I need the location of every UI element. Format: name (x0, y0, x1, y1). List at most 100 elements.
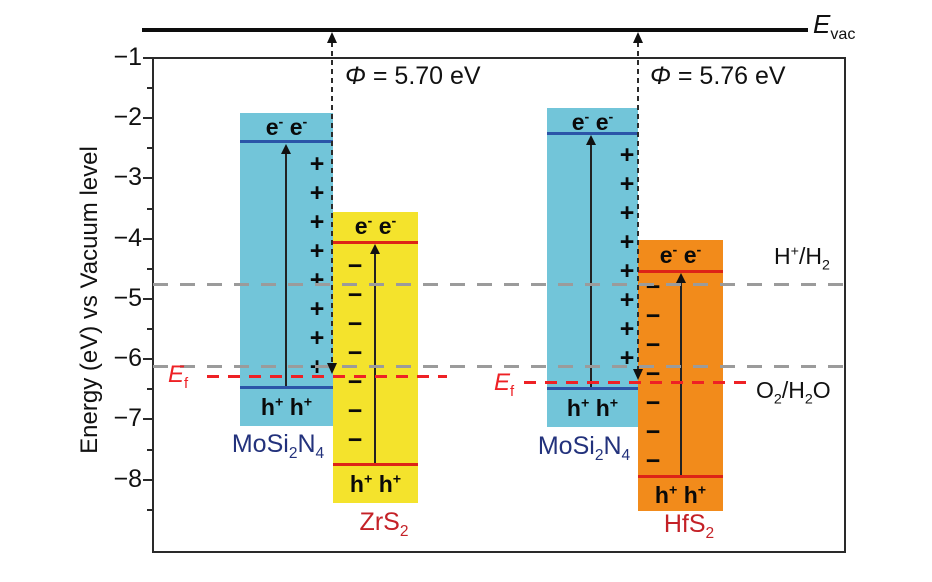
y-tick-label: −8 (113, 465, 142, 493)
h-symbol: h (654, 482, 669, 508)
mat-p1: ZrS (359, 508, 400, 536)
charge-symbol: − (645, 389, 661, 417)
y-tick (143, 117, 152, 119)
material-label-zrs2: ZrS2 (340, 508, 428, 541)
e-symbol: e (659, 242, 673, 268)
h2-sub: 2 (821, 257, 830, 274)
minus-sup: - (367, 213, 373, 230)
minus-sup: - (672, 242, 678, 259)
h2-redox-label: H+/H2 (774, 243, 830, 274)
mat-p1: MoSi (537, 432, 595, 460)
cbm-line-mosi2n4-right (547, 132, 638, 135)
arrow-down-icon (327, 363, 337, 374)
hole-label: h+ h+ (638, 482, 723, 509)
o2-redox-label: O2/H2O (756, 377, 831, 408)
h-symbol: h (289, 394, 304, 420)
charge-symbol: + (309, 324, 325, 352)
charge-symbol: − (645, 447, 661, 475)
transition-arrow-line (285, 150, 287, 386)
plus-sup: + (668, 482, 678, 499)
mat-sub2: 4 (621, 447, 631, 464)
charge-symbol: + (309, 237, 325, 265)
h-symbol: h (683, 482, 698, 508)
vbm-line-zrs2 (333, 463, 418, 466)
material-label-mosi2n4-left: MoSi2N4 (210, 430, 346, 463)
h-symbol: h (595, 395, 610, 421)
cbm-line-zrs2 (333, 241, 418, 244)
fermi-line-right (524, 381, 748, 384)
charge-symbol: − (347, 281, 363, 309)
mat-sub1: 2 (399, 523, 409, 540)
h-symbol: h (260, 394, 275, 420)
ef-subscript: f (184, 375, 189, 392)
o2-redox-line (153, 365, 846, 368)
charge-symbol: − (645, 331, 661, 359)
plus-sup: + (697, 482, 707, 499)
y-minor-tick (147, 87, 152, 89)
mat-sub1: 2 (594, 447, 604, 464)
hole-label: h+ h+ (333, 471, 418, 498)
plus-sup: + (363, 471, 373, 488)
mat-p2: N (297, 430, 316, 458)
arrow-up-icon (327, 32, 337, 43)
phi-symbol: Φ (345, 62, 366, 90)
h-symbol: h (349, 471, 364, 497)
transition-arrow-line (680, 279, 682, 475)
e-symbol: e (354, 213, 368, 239)
y-tick-label: −7 (113, 404, 142, 432)
ef-symbol: E (168, 361, 185, 388)
electron-label: e- e- (638, 242, 723, 269)
evac-subscript: vac (830, 25, 856, 44)
o2-p3: O (812, 377, 831, 403)
o2-p2: /H (781, 377, 805, 403)
charge-symbol: − (645, 302, 661, 330)
charge-symbol: + (309, 179, 325, 207)
h2-p2: /H (798, 243, 822, 269)
hole-label: h+ h+ (240, 394, 333, 421)
y-tick-label: −2 (113, 103, 142, 131)
transition-arrowhead-icon (370, 244, 380, 254)
minus-sup: - (584, 109, 590, 126)
phi-value: = 5.76 eV (670, 62, 786, 90)
phi-symbol: Φ (650, 62, 671, 90)
interface-minus-column-left: − − − − − − − (343, 252, 367, 455)
fermi-label-left: Ef (168, 361, 188, 392)
plus-sup: + (274, 394, 284, 411)
vacuum-level-label: Evac (813, 9, 855, 44)
vacuum-level-line (142, 28, 808, 32)
phi-value: = 5.70 eV (365, 62, 481, 90)
cbm-line-hfs2 (638, 270, 723, 273)
vbm-line-hfs2 (638, 475, 723, 478)
h-symbol: h (378, 471, 393, 497)
mat-sub1: 2 (705, 525, 715, 542)
band-box-mosi2n4-right (547, 108, 638, 427)
arrow-up-icon (633, 32, 643, 43)
transition-arrowhead-icon (586, 135, 596, 145)
charge-symbol: + (619, 315, 635, 343)
charge-symbol: + (619, 170, 635, 198)
o2-sub2: 2 (804, 391, 813, 408)
vbm-line-mosi2n4-left (240, 386, 333, 389)
charge-symbol: − (347, 397, 363, 425)
fermi-line-left (207, 375, 447, 378)
charge-symbol: − (645, 418, 661, 446)
interface-plus-column-left: ++++++++ (305, 150, 329, 382)
y-tick (143, 57, 152, 59)
work-function-dashed-line-left (331, 42, 333, 364)
hole-label: h+ h+ (547, 395, 638, 422)
y-tick (143, 238, 152, 240)
y-minor-tick (147, 509, 152, 511)
y-tick (143, 298, 152, 300)
ef-symbol: E (494, 369, 511, 396)
e-symbol: e (289, 114, 303, 140)
y-tick (143, 177, 152, 179)
y-minor-tick (147, 328, 152, 330)
charge-symbol: − (347, 310, 363, 338)
charge-symbol: + (619, 228, 635, 256)
h2-p1: H (774, 243, 791, 269)
charge-symbol: + (619, 257, 635, 285)
transition-arrowhead-icon (281, 144, 291, 154)
minus-sup: - (302, 114, 308, 131)
y-tick (143, 479, 152, 481)
fermi-label-right: Ef (494, 369, 514, 400)
